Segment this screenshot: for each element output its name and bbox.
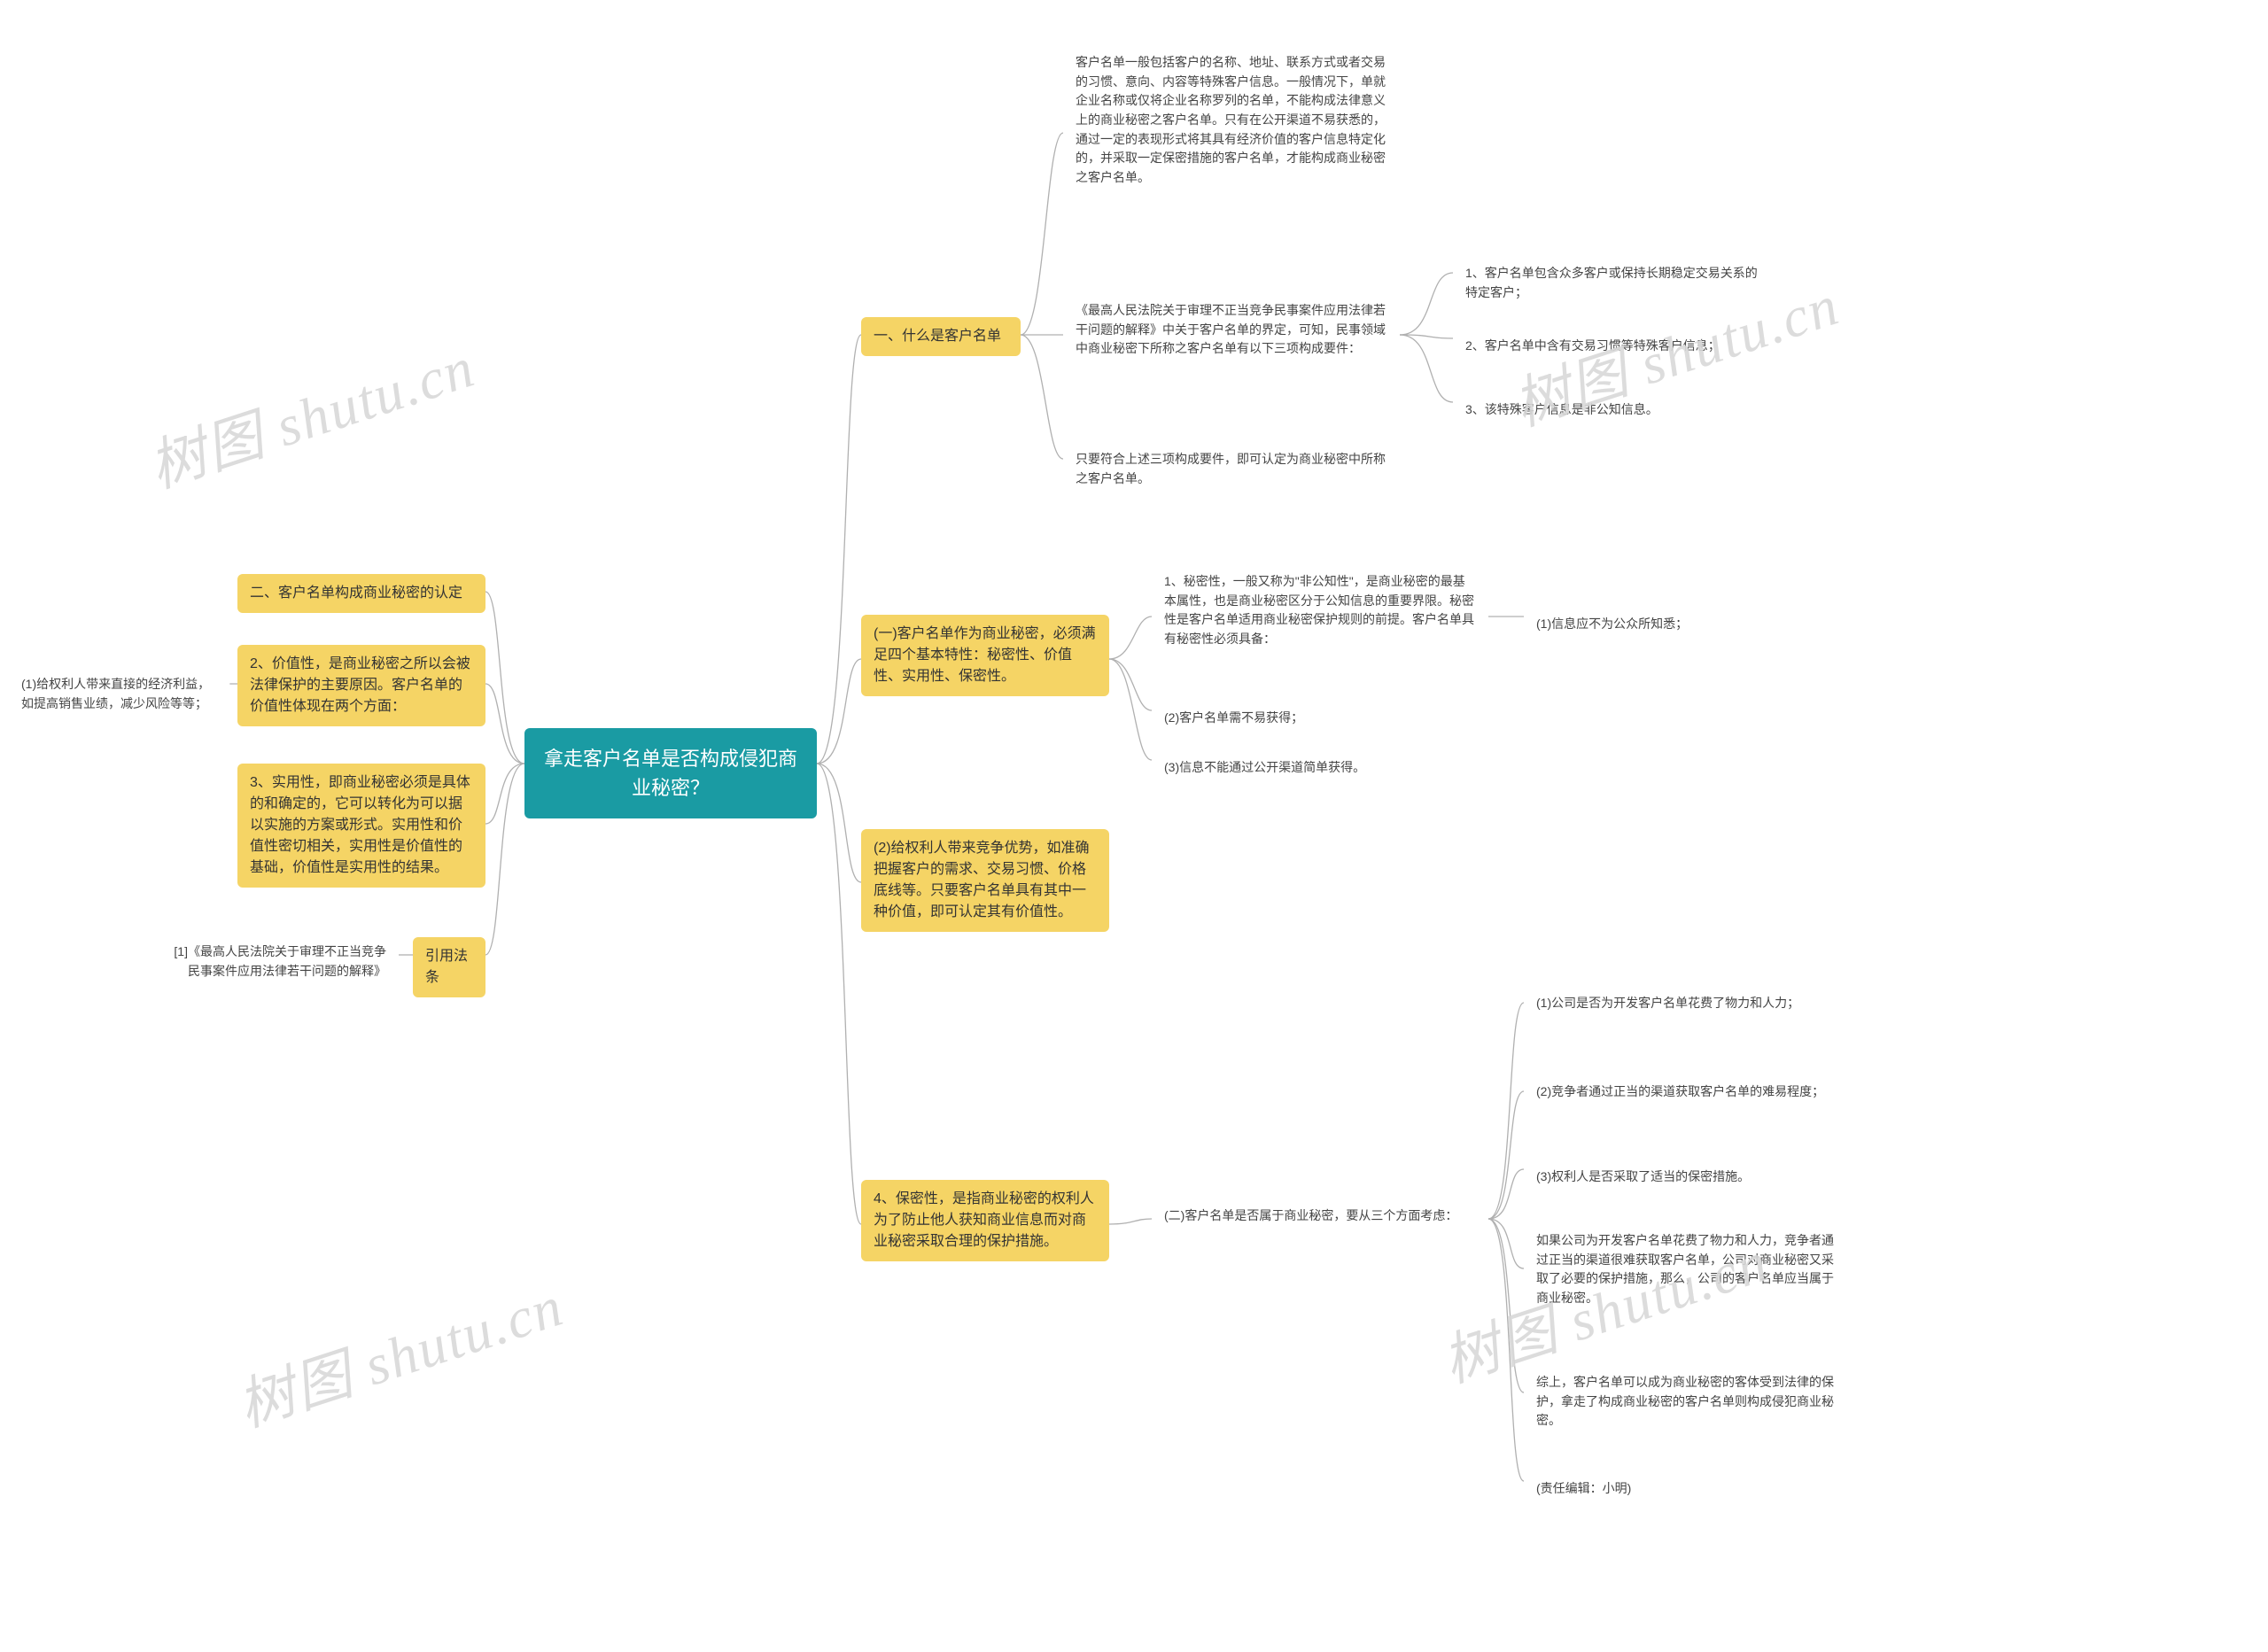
sec1-p2-c1: 1、客户名单包含众多客户或保持长期稳定交易关系的特定客户； bbox=[1453, 255, 1772, 311]
charA-p2: (2)客户名单需不易获得； bbox=[1152, 700, 1382, 737]
char4-c3: (3)权利人是否采取了适当的保密措施。 bbox=[1524, 1159, 1843, 1196]
left-branch-3[interactable]: 2、价值性，是商业秘密之所以会被法律保护的主要原因。客户名单的价值性体现在两个方… bbox=[237, 645, 485, 726]
sec1-title[interactable]: 一、什么是客户名单 bbox=[861, 317, 1021, 356]
sec1-p1: 客户名单一般包括客户的名称、地址、联系方式或者交易的习惯、意向、内容等特殊客户信… bbox=[1063, 44, 1400, 197]
char4-c6: (责任编辑：小明) bbox=[1524, 1470, 1701, 1508]
char4-c2: (2)竞争者通过正当的渠道获取客户名单的难易程度； bbox=[1524, 1074, 1843, 1111]
watermark: 树图 shutu.cn bbox=[226, 1260, 572, 1442]
charB-box[interactable]: (2)给权利人带来竞争优势，如准确把握客户的需求、交易习惯、价格底线等。只要客户… bbox=[861, 829, 1109, 932]
root-node[interactable]: 拿走客户名单是否构成侵犯商业秘密？ bbox=[524, 728, 817, 818]
left-citation[interactable]: 引用法条 bbox=[413, 937, 485, 997]
charA-p1: 1、秘密性，一般又称为"非公知性"，是商业秘密的最基本属性，也是商业秘密区分于公… bbox=[1152, 563, 1488, 658]
char4-c5: 综上，客户名单可以成为商业秘密的客体受到法律的保护，拿走了构成商业秘密的客户名单… bbox=[1524, 1364, 1852, 1439]
left-citation-leaf: [1]《最高人民法院关于审理不正当竞争民事案件应用法律若干问题的解释》 bbox=[151, 934, 399, 989]
charA-box[interactable]: (一)客户名单作为商业秘密，必须满足四个基本特性：秘密性、价值性、实用性、保密性… bbox=[861, 615, 1109, 696]
sec1-p2-c3: 3、该特殊客户信息是非公知信息。 bbox=[1453, 392, 1772, 429]
mindmap-canvas: 拿走客户名单是否构成侵犯商业秘密？ 二、客户名单构成商业秘密的认定 2、价值性，… bbox=[0, 0, 2268, 1652]
charA-p3: (3)信息不能通过公开渠道简单获得。 bbox=[1152, 749, 1418, 787]
left-branch-4[interactable]: 3、实用性，即商业秘密必须是具体的和确定的，它可以转化为可以据以实施的方案或形式… bbox=[237, 764, 485, 888]
sec1-p3: 只要符合上述三项构成要件，即可认定为商业秘密中所称之客户名单。 bbox=[1063, 441, 1400, 497]
left-branch-2[interactable]: 二、客户名单构成商业秘密的认定 bbox=[237, 574, 485, 613]
sec1-p2-c2: 2、客户名单中含有交易习惯等特殊客户信息； bbox=[1453, 328, 1772, 365]
charA-p1-child: (1)信息应不为公众所知悉； bbox=[1524, 606, 1754, 643]
char4-c1: (1)公司是否为开发客户名单花费了物力和人力； bbox=[1524, 985, 1843, 1022]
watermark: 树图 shutu.cn bbox=[137, 322, 484, 503]
char4-c4: 如果公司为开发客户名单花费了物力和人力，竞争者通过正当的渠道很难获取客户名单，公… bbox=[1524, 1222, 1852, 1317]
char4-p1: (二)客户名单是否属于商业秘密，要从三个方面考虑： bbox=[1152, 1198, 1488, 1235]
char4-box[interactable]: 4、保密性，是指商业秘密的权利人为了防止他人获知商业信息而对商业秘密采取合理的保… bbox=[861, 1180, 1109, 1261]
sec1-p2: 《最高人民法院关于审理不正当竞争民事案件应用法律若干问题的解释》中关于客户名单的… bbox=[1063, 292, 1400, 368]
left-branch-3-leaf: (1)给权利人带来直接的经济利益，如提高销售业绩，减少风险等等； bbox=[9, 666, 230, 722]
